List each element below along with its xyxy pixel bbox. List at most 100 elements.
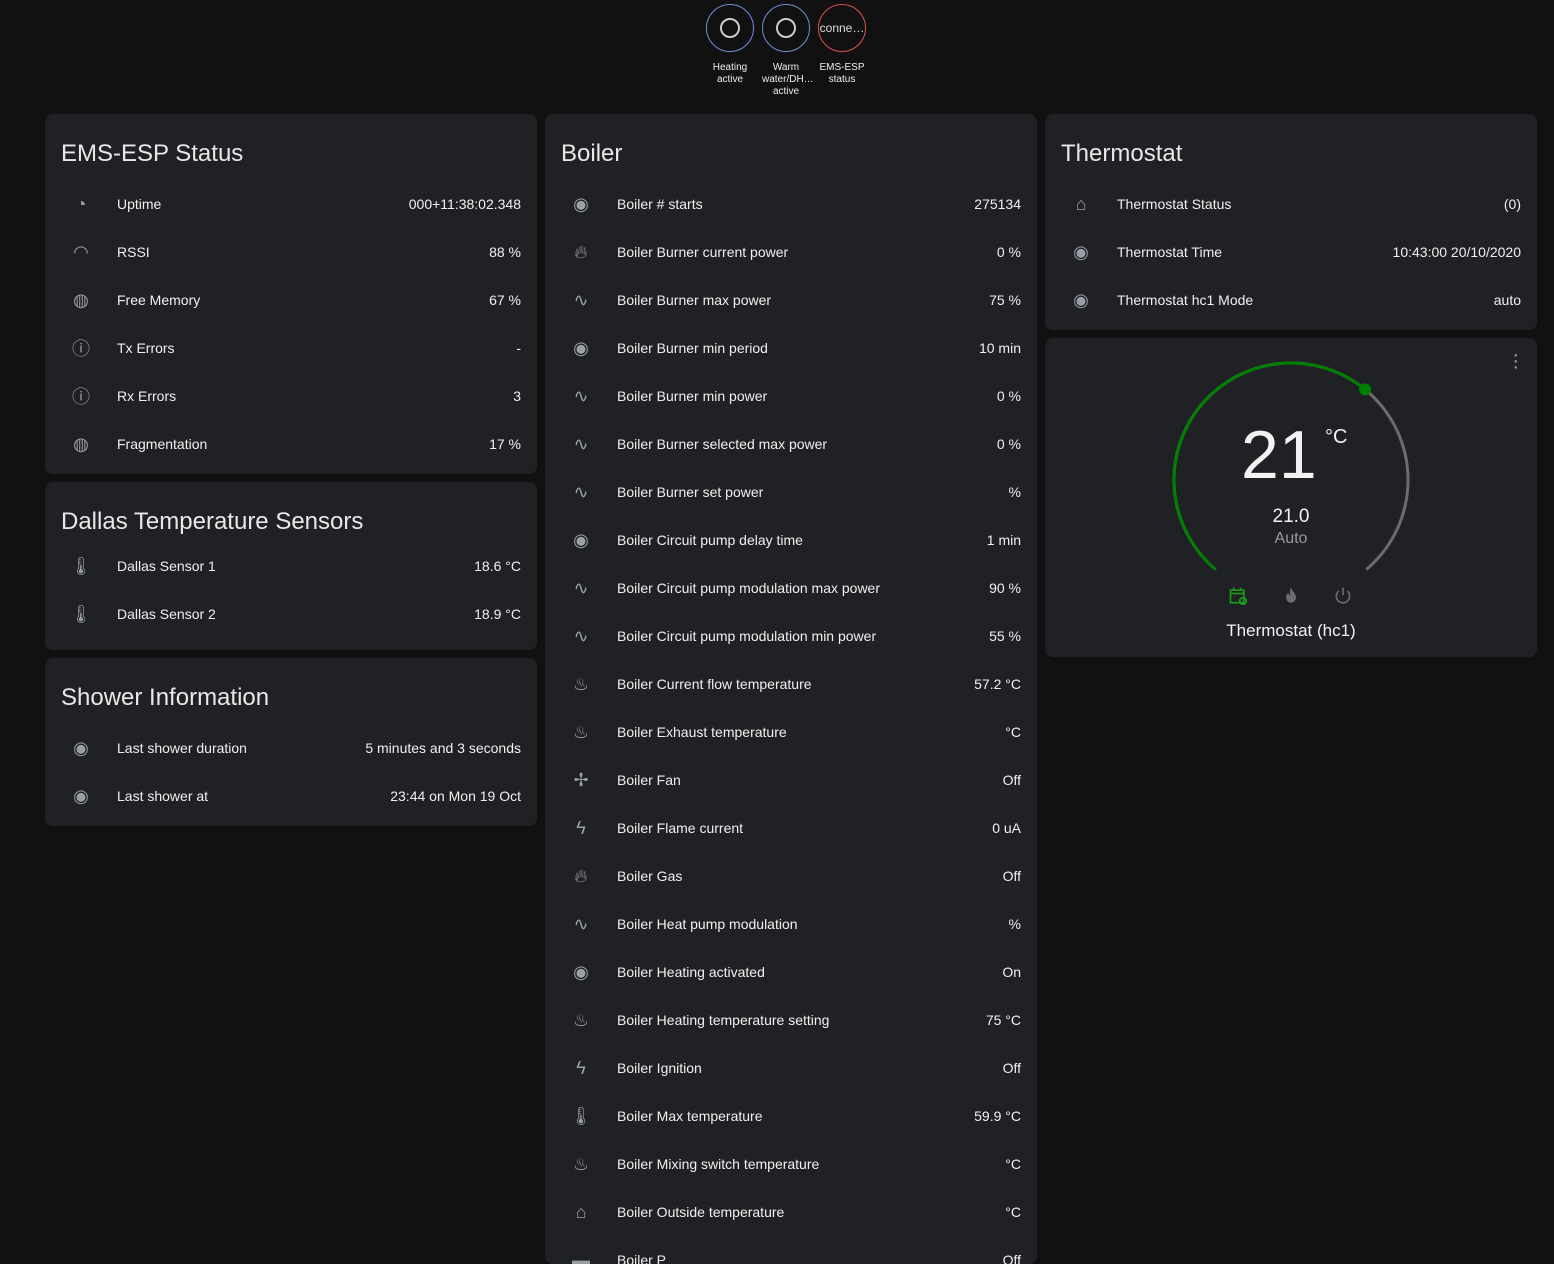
entity-row[interactable]: ▬ Boiler P Off — [545, 1236, 1037, 1264]
entity-row[interactable]: ∿ Boiler Circuit pump modulation min powe… — [545, 612, 1037, 660]
entity-row[interactable]: ∿ Boiler Heat pump modulation% — [545, 900, 1037, 948]
entity-value: Off — [1002, 1060, 1021, 1076]
badge-0[interactable]: Heating active — [706, 4, 754, 98]
entity-row[interactable]: ✢ Boiler Fan Off — [545, 756, 1037, 804]
entity-row[interactable]: 🌡︎ Boiler Max temperature 59.9 °C — [545, 1092, 1037, 1140]
entity-row[interactable]: ◉ Thermostat hc1 Mode auto — [1045, 276, 1537, 324]
fire-icon: 🔥︎ — [574, 865, 588, 886]
entity-row[interactable]: 🔥︎ Boiler Burner current power 0 % — [545, 228, 1037, 276]
entity-row[interactable]: 🔥︎ Boiler Gas Off — [545, 852, 1037, 900]
circle-outline-icon — [720, 18, 740, 38]
target-temperature: 21.0 — [1272, 506, 1310, 527]
entity-name: Boiler Exhaust temperature — [617, 724, 787, 740]
entity-row[interactable]: ϟ Boiler Ignition Off — [545, 1044, 1037, 1092]
entity-name: Boiler # starts — [617, 196, 703, 212]
entity-row[interactable]: ◉ Last shower at 23:44 on Mon 19 Oct — [45, 772, 537, 820]
card-title: EMS-ESP Status — [61, 140, 244, 167]
water-thermometer-icon: ♨︎ — [572, 721, 590, 742]
wifi-icon: ◠ — [73, 241, 89, 262]
entity-row[interactable]: ∿ Boiler Burner set power% — [545, 468, 1037, 516]
entity-name: Thermostat hc1 Mode — [1117, 292, 1254, 308]
entity-row[interactable]: ◉ Boiler # starts 275134 — [545, 180, 1037, 228]
entity-row[interactable]: ◉ Boiler Circuit pump delay time 1 min — [545, 516, 1037, 564]
thermostat-dial[interactable] — [1045, 338, 1537, 657]
fire-icon: 🔥︎ — [574, 241, 588, 262]
more-menu-icon[interactable]: · · · — [1512, 344, 1519, 378]
entity-name: Boiler Circuit pump delay time — [617, 532, 803, 548]
power-icon[interactable] — [1333, 586, 1353, 606]
entity-value: 75 °C — [985, 1012, 1021, 1028]
entity-row[interactable]: ⌂ Boiler Outside temperature °C — [545, 1188, 1037, 1236]
sine-wave-icon: ∿ — [573, 913, 589, 934]
entity-row[interactable]: ◍ Fragmentation 17 % — [45, 420, 537, 468]
entity-name: Boiler Fan — [617, 772, 681, 788]
entity-name: Last shower at — [117, 788, 209, 804]
entity-value: 1 min — [986, 532, 1021, 548]
card-title: Boiler — [561, 140, 623, 167]
badge-label: Heating active — [712, 62, 748, 85]
badge-2[interactable]: conne… EMS-ESP status — [818, 4, 866, 98]
entity-row[interactable]: ◍ Free Memory 67 % — [45, 276, 537, 324]
entity-name: Thermostat Status — [1117, 196, 1232, 212]
entity-row[interactable]: ⓘ Tx Errors - — [45, 324, 537, 372]
entity-value: 17 % — [489, 436, 521, 452]
entity-value: 10 min — [978, 340, 1021, 356]
eye-icon: ◉ — [573, 193, 589, 214]
entity-name: Thermostat Time — [1117, 244, 1223, 260]
entity-row[interactable]: ◔ Uptime 000+11:38:02.348 — [45, 180, 537, 228]
entity-row[interactable]: ∿ Boiler Circuit pump modulation max powe… — [545, 564, 1037, 612]
entity-value: 55 % — [989, 628, 1021, 644]
entity-name: Rx Errors — [117, 388, 177, 404]
entity-row[interactable]: ♨︎ Boiler Exhaust temperature °C — [545, 708, 1037, 756]
gauge-icon: ◍ — [73, 433, 89, 454]
flash-icon: ϟ — [576, 817, 586, 838]
entity-value: 000+11:38:02.348 — [408, 196, 521, 212]
entity-row[interactable]: 🌡︎ Dallas Sensor 1 18.6 °C — [45, 542, 537, 590]
thermometer-icon: 🌡︎ — [69, 603, 93, 624]
badge-bar: Heating active Warm water/DH… active conne… — [706, 4, 866, 98]
ems-esp-status-card: EMS-ESP Status ◔ Uptime 000+11:38:02.348 ◠ R… — [45, 114, 537, 474]
entity-row[interactable]: ∿ Boiler Burner min power 0 % — [545, 372, 1037, 420]
entity-row[interactable]: ♨︎ Boiler Mixing switch temperature °C — [545, 1140, 1037, 1188]
entity-row[interactable]: ⓘ Rx Errors 3 — [45, 372, 537, 420]
entity-value: °C — [1005, 1156, 1021, 1172]
entity-name: Boiler Circuit pump modulation min power — [617, 628, 877, 644]
entity-row[interactable]: ∿ Boiler Burner selected max power 0 % — [545, 420, 1037, 468]
entity-name: Boiler Ignition — [617, 1060, 702, 1076]
entity-name: Boiler Outside temperature — [617, 1204, 785, 1220]
badge-circle[interactable]: conne… — [818, 4, 866, 52]
entity-row[interactable]: ◉ Thermostat Time 10:43:00 20/10/2020 — [1045, 228, 1537, 276]
badge-1[interactable]: Warm water/DH… active — [762, 4, 814, 98]
pump-icon: ▬ — [572, 1249, 590, 1264]
entity-row[interactable]: ◉ Last shower duration 5 minutes and 3 sec… — [45, 724, 537, 772]
calendar-sync-icon[interactable] — [1228, 586, 1248, 606]
entity-row[interactable]: ◠ RSSI 88 % — [45, 228, 537, 276]
badge-circle[interactable] — [706, 4, 754, 52]
entity-value: 18.9 °C — [474, 606, 521, 622]
home-export-icon: ⌂ — [575, 1201, 587, 1222]
entity-row[interactable]: ∿ Boiler Burner max power 75 % — [545, 276, 1037, 324]
entity-name: Free Memory — [117, 292, 201, 308]
water-thermometer-icon: ♨︎ — [572, 1153, 590, 1174]
eye-icon: ◉ — [573, 337, 589, 358]
entity-row[interactable]: ⌂ Thermostat Status (0) — [1045, 180, 1537, 228]
entity-name: Fragmentation — [117, 436, 208, 452]
flash-icon: ϟ — [576, 1057, 586, 1078]
entity-value: °C — [1005, 1204, 1021, 1220]
entity-value: 0 % — [996, 244, 1021, 260]
entity-name: Boiler Heat pump modulation — [617, 916, 798, 932]
badge-circle[interactable] — [762, 4, 810, 52]
sine-wave-icon: ∿ — [573, 433, 589, 454]
entity-row[interactable]: ◉ Boiler Heating activated On — [545, 948, 1037, 996]
entity-value: - — [516, 340, 521, 356]
entity-value: 0 % — [996, 388, 1021, 404]
entity-row[interactable]: 🌡︎ Dallas Sensor 2 18.9 °C — [45, 590, 537, 638]
entity-row[interactable]: ◉ Boiler Burner min period 10 min — [545, 324, 1037, 372]
fire-icon[interactable] — [1281, 586, 1301, 606]
entity-row[interactable]: ♨︎ Boiler Heating temperature setting 75 °… — [545, 996, 1037, 1044]
timer-icon: ◔ — [75, 193, 87, 214]
entity-row[interactable]: ϟ Boiler Flame current 0 uA — [545, 804, 1037, 852]
entity-row[interactable]: ♨︎ Boiler Current flow temperature 57.2 °C — [545, 660, 1037, 708]
entity-name: Boiler Burner current power — [617, 244, 789, 260]
entity-name: RSSI — [117, 244, 150, 260]
